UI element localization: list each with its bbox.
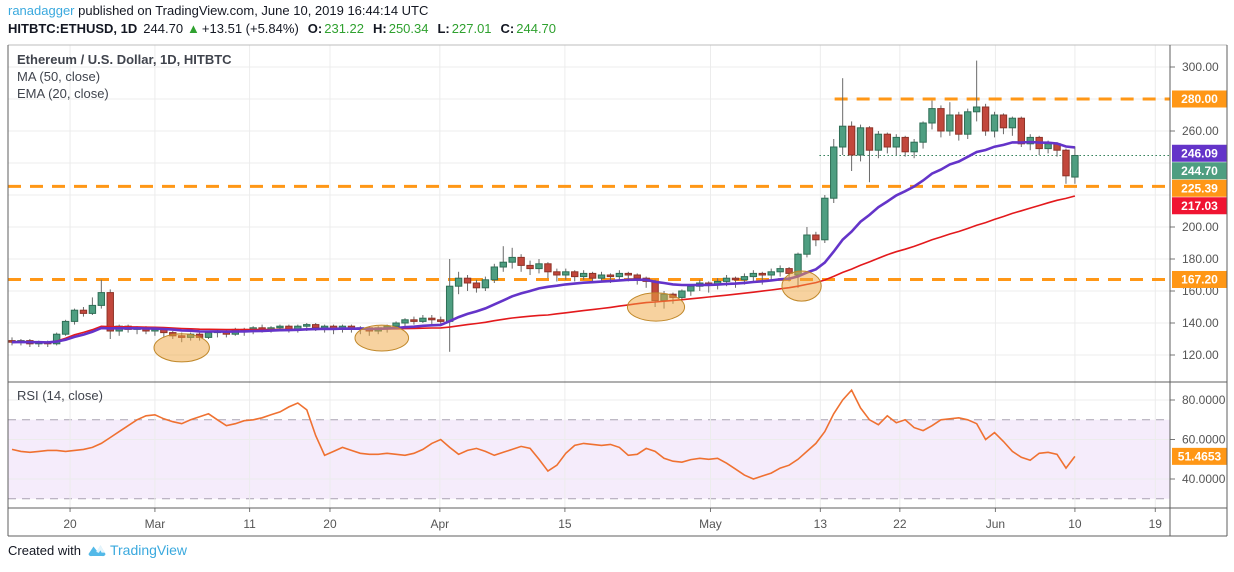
svg-text:20: 20 <box>323 517 337 531</box>
open-value: 231.22 <box>324 21 364 36</box>
low-label: L: <box>437 21 450 36</box>
svg-text:11: 11 <box>243 517 256 531</box>
tradingview-logo-icon <box>88 545 106 556</box>
ema-legend-item[interactable]: EMA (20, close) <box>17 86 109 101</box>
svg-text:19: 19 <box>1149 517 1163 531</box>
svg-text:15: 15 <box>558 517 572 531</box>
svg-text:167.20: 167.20 <box>1181 273 1218 287</box>
ma50-line <box>11 195 1076 344</box>
ohlc-readout: HITBTC:ETHUSD, 1D 244.70 ▲ +13.51 (+5.84%) O… <box>8 21 556 36</box>
price-change: +13.51 (+5.84%) <box>201 21 299 36</box>
snapshot-footer: Created with TradingView <box>8 542 187 558</box>
snapshot-header: ranadagger published on TradingView.com,… <box>8 3 556 36</box>
candles <box>8 60 1079 352</box>
svg-text:80.0000: 80.0000 <box>1182 393 1226 407</box>
publish-text: published on TradingView.com, June 10, 2… <box>74 3 429 18</box>
close-label: C: <box>500 21 515 36</box>
time-axis[interactable]: 20 Mar 11 20 Apr 15 May 13 22 Jun 10 19 <box>63 508 1162 531</box>
publish-info: ranadagger published on TradingView.com,… <box>8 3 556 18</box>
svg-text:Apr: Apr <box>430 517 449 531</box>
svg-text:Mar: Mar <box>145 517 166 531</box>
svg-text:244.70: 244.70 <box>1181 164 1218 178</box>
high-label: H: <box>373 21 387 36</box>
svg-text:22: 22 <box>893 517 907 531</box>
level-lines <box>8 97 1170 281</box>
svg-text:Jun: Jun <box>986 517 1005 531</box>
ma-legend-item[interactable]: MA (50, close) <box>17 69 101 84</box>
up-arrow-icon: ▲ <box>187 21 200 36</box>
ema20-line <box>11 140 1076 344</box>
chart-frame <box>7 44 1228 537</box>
open-label: O: <box>307 21 323 36</box>
symbol-interval: HITBTC:ETHUSD, 1D <box>8 21 138 36</box>
svg-text:40.0000: 40.0000 <box>1182 472 1226 486</box>
svg-text:300.00: 300.00 <box>1182 60 1219 74</box>
tradingview-brand-link[interactable]: TradingView <box>109 542 188 558</box>
low-value: 227.01 <box>451 21 492 36</box>
svg-text:120.00: 120.00 <box>1182 348 1219 362</box>
svg-text:246.09: 246.09 <box>1181 146 1218 160</box>
author-link[interactable]: ranadagger <box>8 3 75 18</box>
svg-text:225.39: 225.39 <box>1181 181 1218 195</box>
svg-text:260.00: 260.00 <box>1182 124 1219 138</box>
last-price: 244.70 <box>143 21 184 36</box>
svg-text:10: 10 <box>1068 517 1082 531</box>
svg-text:51.4653: 51.4653 <box>1178 450 1222 464</box>
svg-text:May: May <box>699 517 722 531</box>
svg-text:13: 13 <box>814 517 828 531</box>
close-value: 244.70 <box>516 21 557 36</box>
svg-text:217.03: 217.03 <box>1181 199 1218 213</box>
rsi-band <box>8 419 1170 500</box>
svg-text:180.00: 180.00 <box>1182 252 1219 266</box>
rsi-legend-item[interactable]: RSI (14, close) <box>17 388 103 403</box>
high-value: 250.34 <box>388 21 429 36</box>
price-axis[interactable]: 300.00260.00200.00180.00160.00140.00120.… <box>1170 60 1227 486</box>
created-with-text: Created with <box>8 542 81 558</box>
rsi-line <box>11 388 1076 480</box>
svg-text:20: 20 <box>63 517 77 531</box>
svg-text:280.00: 280.00 <box>1181 92 1218 106</box>
gridlines <box>8 45 1170 508</box>
svg-text:60.0000: 60.0000 <box>1182 433 1226 447</box>
svg-text:140.00: 140.00 <box>1182 316 1219 330</box>
chart-title: Ethereum / U.S. Dollar, 1D, HITBTC <box>17 52 232 67</box>
highlight-ellipses <box>153 270 822 363</box>
svg-text:200.00: 200.00 <box>1182 220 1219 234</box>
chart-legend: Ethereum / U.S. Dollar, 1D, HITBTC MA (5… <box>17 51 232 102</box>
